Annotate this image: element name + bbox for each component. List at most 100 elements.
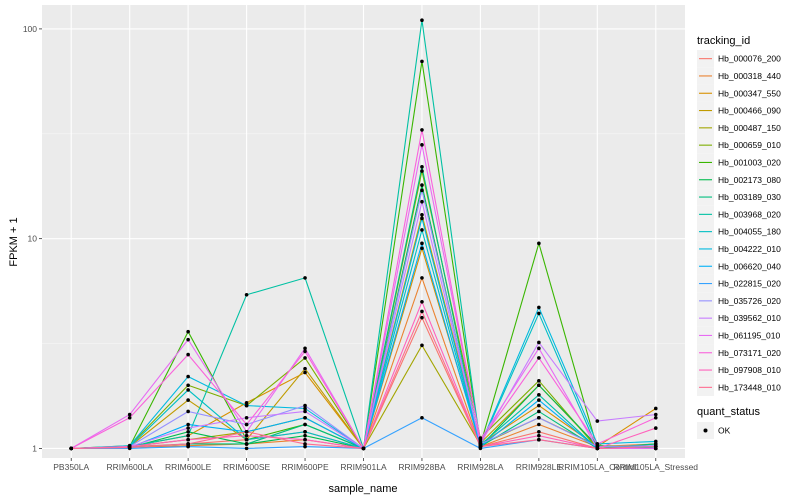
- y-tick-label: 10: [28, 234, 38, 244]
- data-point: [303, 433, 307, 438]
- data-point: [420, 59, 424, 64]
- data-point: [420, 188, 424, 193]
- data-point: [653, 426, 658, 430]
- legend-label: Hb_097908_010: [718, 365, 781, 375]
- data-point: [537, 383, 541, 388]
- data-point: [186, 429, 190, 434]
- legend-label: Hb_173448_010: [718, 382, 781, 392]
- data-point: [186, 409, 190, 414]
- quant-legend-label: OK: [718, 426, 731, 436]
- data-point: [595, 419, 600, 423]
- data-point: [537, 305, 541, 310]
- data-point: [186, 383, 190, 388]
- data-point: [420, 143, 424, 147]
- legend-label: Hb_000318_440: [718, 71, 781, 81]
- data-point: [537, 311, 541, 316]
- data-point: [420, 276, 424, 280]
- data-point: [420, 246, 424, 251]
- data-point: [653, 439, 658, 444]
- data-point: [537, 433, 541, 438]
- data-point: [478, 439, 483, 444]
- data-point: [244, 433, 249, 438]
- legend-label: Hb_022815_020: [718, 279, 781, 289]
- legend: tracking_id quant_status OK Hb_000076_20…: [697, 35, 781, 439]
- data-point: [653, 412, 658, 417]
- data-point: [244, 415, 249, 420]
- data-point: [420, 212, 424, 217]
- data-point: [537, 429, 541, 434]
- x-tick-label: RRIM600LA: [107, 462, 154, 472]
- x-tick-label: RRIM600LE: [165, 462, 212, 472]
- data-point: [420, 299, 424, 304]
- data-point: [186, 398, 190, 402]
- x-tick-label: RRIM928BA: [398, 462, 446, 472]
- data-point: [420, 128, 424, 132]
- data-point: [420, 415, 424, 420]
- y-tick-label: 100: [23, 24, 37, 34]
- data-point: [186, 422, 190, 427]
- data-point: [127, 415, 132, 420]
- data-point: [69, 446, 74, 451]
- data-point: [303, 366, 307, 371]
- data-point: [186, 437, 190, 442]
- data-point: [420, 18, 424, 23]
- legend-label: Hb_004222_010: [718, 244, 781, 254]
- data-point: [127, 412, 132, 417]
- data-point: [244, 400, 249, 405]
- legend-label: Hb_000659_010: [718, 140, 781, 150]
- data-point: [244, 422, 249, 427]
- legend-label: Hb_035726_020: [718, 296, 781, 306]
- data-point: [303, 356, 307, 360]
- data-point: [244, 429, 249, 434]
- data-point: [420, 165, 424, 169]
- x-tick-label: RRIM600SE: [223, 462, 271, 472]
- x-tick-label: RRIM105LA_Stressed: [613, 462, 698, 472]
- legend-label: Hb_004055_180: [718, 227, 781, 237]
- data-point: [303, 409, 307, 414]
- legend-label: Hb_003189_030: [718, 192, 781, 202]
- data-point: [244, 292, 249, 297]
- x-axis-title: sample_name: [328, 483, 397, 495]
- data-point: [653, 444, 658, 449]
- data-point: [537, 422, 541, 427]
- data-point: [420, 199, 424, 204]
- data-point: [303, 346, 307, 351]
- data-point: [537, 241, 541, 246]
- legend-label: Hb_006620_040: [718, 261, 781, 271]
- x-tick-label: RRIM600PE: [281, 462, 329, 472]
- data-point: [537, 346, 541, 351]
- data-point: [244, 446, 249, 451]
- data-point: [537, 403, 541, 408]
- legend-label: Hb_039562_010: [718, 313, 781, 323]
- data-point: [595, 442, 600, 446]
- data-point: [537, 415, 541, 420]
- legend-title: tracking_id: [697, 35, 750, 47]
- legend-label: Hb_003968_020: [718, 209, 781, 219]
- data-point: [595, 446, 600, 451]
- data-point: [186, 388, 190, 392]
- data-point: [361, 446, 366, 451]
- legend-label: Hb_000466_090: [718, 106, 781, 116]
- data-point: [303, 442, 307, 446]
- data-point: [303, 437, 307, 442]
- data-point: [420, 183, 424, 187]
- legend-label: Hb_001003_020: [718, 157, 781, 167]
- data-point: [303, 406, 307, 411]
- data-point: [420, 309, 424, 314]
- data-point: [537, 379, 541, 383]
- data-point: [186, 329, 190, 334]
- data-point: [186, 442, 190, 446]
- data-point: [537, 409, 541, 414]
- legend-label: Hb_002173_080: [718, 175, 781, 185]
- data-point: [244, 403, 249, 408]
- data-point: [303, 444, 307, 449]
- quant-legend-title: quant_status: [697, 406, 760, 418]
- plot-panel: [42, 5, 685, 458]
- data-point: [537, 437, 541, 442]
- legend-label: Hb_073171_020: [718, 348, 781, 358]
- data-point: [420, 343, 424, 348]
- data-point: [478, 442, 483, 446]
- data-point: [653, 415, 658, 420]
- x-tick-label: RRIM928LA: [457, 462, 504, 472]
